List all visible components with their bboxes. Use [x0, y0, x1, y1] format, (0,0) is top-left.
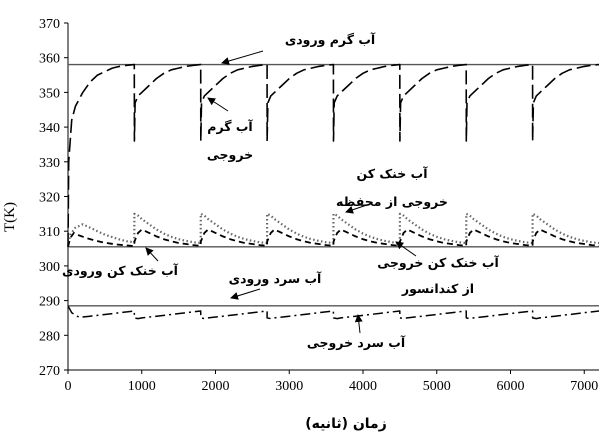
x-tick-label: 7000: [570, 379, 598, 394]
x-tick-label: 3000: [275, 379, 303, 394]
annotation-arrow: [230, 288, 261, 300]
series-line-3: [67, 63, 600, 247]
y-tick-label: 310: [39, 225, 60, 240]
y-tick-label: 370: [39, 17, 60, 32]
series-line-6: [67, 305, 600, 320]
y-tick-label: 320: [39, 191, 60, 206]
annotation-label: آب خنک کن خروجی: [377, 255, 499, 270]
x-tick-label: 4000: [349, 379, 377, 394]
annotation-label: آب خنک کن: [357, 166, 429, 181]
annotation-arrow: [145, 247, 159, 262]
annotation-arrow: [395, 241, 417, 257]
series-line-5: [67, 228, 600, 248]
annotation-arrow: [345, 203, 371, 214]
y-tick-label: 360: [39, 52, 60, 67]
annotation-arrow: [221, 50, 264, 65]
annotation-label: آب گرم: [207, 119, 253, 135]
annotation-label: آب خنک کن ورودی: [62, 263, 179, 278]
y-tick-label: 300: [39, 260, 60, 275]
annotation-arrow: [354, 314, 363, 334]
x-tick-label: 2000: [202, 379, 230, 394]
annotation-label: خروجی: [207, 147, 253, 162]
x-tick-label: 0: [65, 379, 72, 394]
annotation-arrow: [207, 97, 229, 112]
y-tick-label: 340: [39, 121, 60, 136]
y-tick-label: 270: [39, 364, 60, 379]
annotation-label: از کندانسور: [401, 281, 474, 296]
y-tick-label: 280: [39, 329, 60, 344]
annotation-layer: آب گرم ورودی آب گرم خروجی آب خنک کن خروجی از…: [62, 32, 499, 350]
x-tick-label: 1000: [128, 379, 156, 394]
annotation-label: آب گرم ورودی: [285, 32, 376, 48]
annotation-label: آب سرد ورودی: [229, 271, 322, 286]
series-layer: [66, 63, 600, 320]
y-tick-label: 330: [39, 156, 60, 171]
y-tick-label: 290: [39, 295, 60, 310]
y-tick-label: 350: [39, 86, 60, 101]
annotation-label: آب سرد خروجی: [307, 335, 406, 350]
axes: 270 280 290 300 310 320 330 340 350 360 370 0 1000 20…: [39, 17, 599, 394]
y-axis-label: T(K): [2, 202, 18, 232]
x-tick-label: 6000: [497, 379, 525, 394]
x-tick-label: 5000: [423, 379, 451, 394]
annotation-label: خروجی از محفظه: [336, 194, 448, 209]
x-axis-label: زمان (ثانیه): [305, 416, 387, 432]
